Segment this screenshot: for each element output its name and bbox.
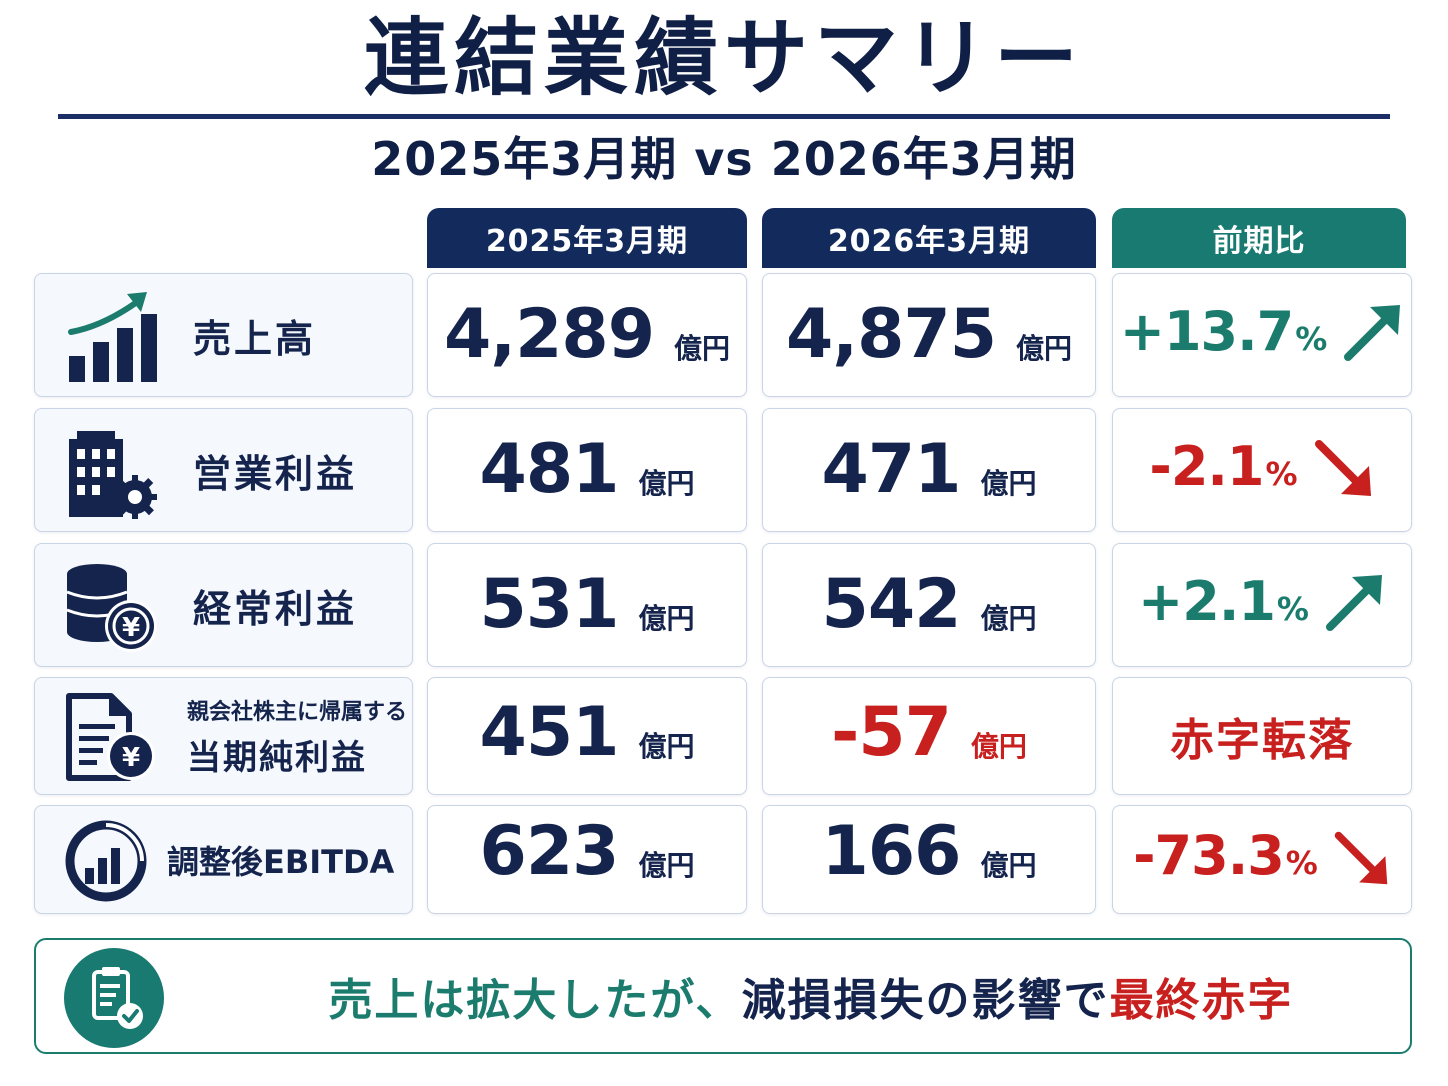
value-cell-curr: 4,875 億円: [762, 273, 1096, 397]
value-prev: 451: [479, 693, 620, 772]
value-unit: 億円: [1016, 332, 1073, 365]
change-cell: -2.1%: [1112, 408, 1412, 532]
value-unit: 億円: [980, 602, 1037, 635]
value-unit: 億円: [638, 467, 695, 500]
value-cell-prev: 481 億円: [427, 408, 747, 532]
row-label: 経常利益: [193, 586, 358, 631]
change-cell: 赤字転落: [1112, 677, 1412, 795]
row-label-small: 親会社株主に帰属する: [187, 699, 408, 725]
row-label-cell: 調整後EBITDA: [34, 805, 413, 914]
row-label-cell: ¥ 親会社株主に帰属する 当期純利益: [34, 677, 413, 795]
column-header-curr: 2026年3月期: [762, 208, 1096, 268]
change-value: +2.1%: [1138, 569, 1309, 633]
value-prev: 481: [479, 430, 620, 509]
value-prev: 623: [479, 812, 620, 891]
column-header-prev: 2025年3月期: [427, 208, 747, 268]
value-unit: 億円: [638, 849, 695, 882]
row-label: 営業利益: [193, 451, 358, 496]
value-prev: 531: [479, 565, 620, 644]
value-unit: 億円: [674, 332, 731, 365]
document-yen-icon: ¥: [63, 692, 163, 784]
row-label: 調整後EBITDA: [167, 842, 395, 881]
summary-part3: 最終赤字: [1109, 975, 1294, 1026]
clipboard-check-icon: [64, 948, 164, 1052]
value-cell-curr: 471 億円: [762, 408, 1096, 532]
page-subtitle: 2025年3月期 vs 2026年3月期: [371, 132, 1077, 186]
arrow-up-right-icon: [1322, 571, 1386, 639]
summary-box: 売上は拡大したが、 減損損失の影響で 最終赤字: [34, 938, 1412, 1054]
value-cell-curr: -57 億円: [762, 677, 1096, 795]
change-cell: +2.1%: [1112, 543, 1412, 667]
page-title: 連結業績サマリー: [363, 9, 1084, 107]
value-unit: 億円: [970, 730, 1027, 763]
change-cell: -73.3%: [1112, 805, 1412, 914]
row-label-cell: 営業利益: [34, 408, 413, 532]
coin-stack-yen-icon: ¥: [63, 560, 163, 656]
circular-chart-icon: [63, 818, 149, 904]
value-cell-prev: 4,289 億円: [427, 273, 747, 397]
value-cell-prev: 623 億円: [427, 805, 747, 914]
value-cell-prev: 531 億円: [427, 543, 747, 667]
value-unit: 億円: [980, 849, 1037, 882]
value-curr: 542: [821, 565, 962, 644]
value-cell-curr: 166 億円: [762, 805, 1096, 914]
value-prev: 4,289: [443, 295, 655, 374]
change-value: -2.1%: [1149, 434, 1297, 498]
value-unit: 億円: [638, 602, 695, 635]
summary-part2: 減損損失の影響で: [741, 975, 1110, 1026]
growth-bar-chart-icon: [63, 288, 163, 384]
arrow-up-right-icon: [1340, 301, 1404, 369]
arrow-down-right-icon: [1331, 828, 1391, 892]
value-unit: 億円: [980, 467, 1037, 500]
value-cell-prev: 451 億円: [427, 677, 747, 795]
value-curr: 166: [821, 812, 962, 891]
value-curr: -57: [831, 693, 952, 772]
svg-text:¥: ¥: [122, 743, 140, 773]
value-curr: 471: [821, 430, 962, 509]
arrow-down-right-icon: [1311, 436, 1375, 504]
row-label-cell: 売上高: [34, 273, 413, 397]
row-label-cell: ¥ 経常利益: [34, 543, 413, 667]
change-value: +13.7%: [1119, 299, 1328, 363]
summary-text: 売上は拡大したが、 減損損失の影響で 最終赤字: [232, 940, 1390, 1052]
svg-text:¥: ¥: [122, 613, 140, 643]
value-curr: 4,875: [785, 295, 997, 374]
summary-part1: 売上は拡大したが、: [328, 975, 742, 1026]
title-divider: [58, 114, 1390, 119]
value-cell-curr: 542 億円: [762, 543, 1096, 667]
change-cell: +13.7%: [1112, 273, 1412, 397]
change-value: -73.3%: [1133, 824, 1318, 887]
row-label: 売上高: [193, 316, 317, 361]
value-unit: 億円: [638, 730, 695, 763]
column-header-change: 前期比: [1112, 208, 1406, 268]
row-label: 当期純利益: [187, 737, 367, 778]
building-gear-icon: [63, 427, 163, 519]
change-text: 赤字転落: [1170, 715, 1354, 766]
